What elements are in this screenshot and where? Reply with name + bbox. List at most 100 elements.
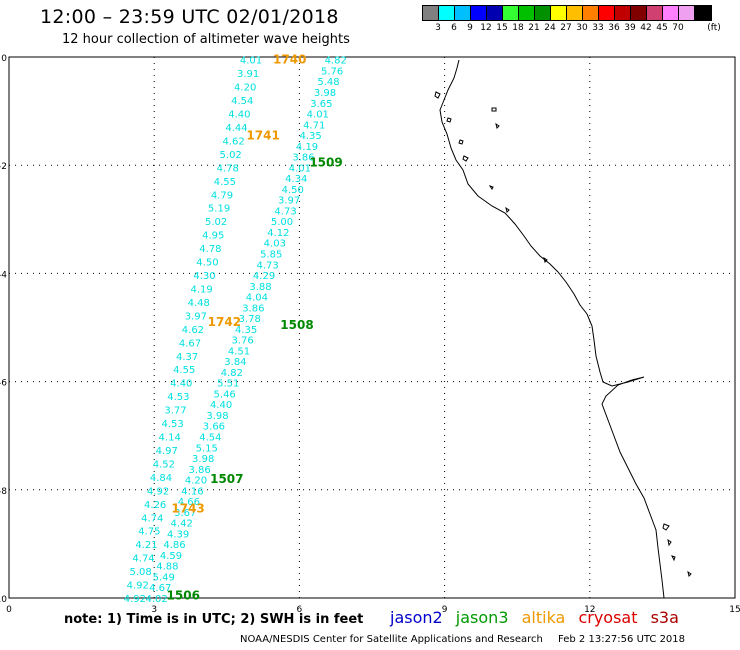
wave-height-label: 4.34	[285, 174, 307, 185]
wave-height-label: 4.12	[267, 228, 289, 239]
color-scale-label: 30	[576, 23, 588, 33]
wave-height-label: 4.02	[145, 594, 167, 605]
island-shape	[543, 256, 548, 263]
wave-height-label: 4.40	[170, 379, 192, 390]
color-scale-bar	[422, 5, 712, 21]
wave-height-label: 4.52	[153, 459, 175, 470]
pass-time-label: 1743	[171, 502, 204, 516]
x-tick-label: 6	[297, 605, 303, 615]
color-scale-label: 12	[480, 23, 492, 33]
island-shape	[662, 523, 670, 531]
x-tick-label: 9	[442, 605, 448, 615]
wave-height-label: 4.04	[246, 293, 268, 304]
wave-height-label: 4.20	[185, 476, 207, 487]
color-scale-label: 9	[467, 23, 473, 33]
wave-height-label: 4.92	[124, 594, 146, 605]
wave-height-label: 3.86	[292, 153, 314, 164]
island-shape	[505, 206, 510, 213]
wave-height-label: 4.95	[202, 231, 224, 242]
satellite-jason2: jason2	[390, 608, 443, 627]
map-grid	[9, 57, 735, 598]
color-scale-swatch	[551, 6, 567, 20]
color-scale-swatch	[663, 6, 679, 20]
x-tick-label: 0	[6, 605, 12, 615]
wave-height-label: 4.21	[135, 540, 157, 551]
color-scale-label: 18	[512, 23, 524, 33]
wave-height-label: 5.15	[196, 443, 218, 454]
wave-height-label: 5.48	[317, 77, 339, 88]
wave-height-label: 4.53	[167, 392, 189, 403]
color-scale-swatch	[423, 6, 439, 20]
wave-height-label: 4.73	[274, 206, 296, 217]
color-scale-label: 24	[544, 23, 556, 33]
wave-height-label: 3.86	[242, 303, 264, 314]
wave-height-label: 3.78	[239, 314, 261, 325]
color-scale-swatch	[695, 6, 711, 20]
wave-height-label: 5.08	[130, 567, 152, 578]
color-scale-label: 39	[624, 23, 636, 33]
wave-height-label: 4.44	[225, 123, 247, 134]
note-text: note: 1) Time is in UTC; 2) SWH is in fe…	[64, 612, 364, 627]
wave-height-label: 4.19	[190, 284, 212, 295]
credit-line: NOAA/NESDIS Center for Satellite Applica…	[240, 634, 685, 645]
wave-height-label: 4.01	[289, 163, 311, 174]
y-tick-label: -8	[0, 487, 7, 497]
coastline	[439, 59, 665, 599]
wave-height-label: 3.91	[237, 69, 259, 80]
wave-height-label: 4.75	[138, 527, 160, 538]
wave-height-label: 5.02	[205, 217, 227, 228]
color-scale-label: 70	[672, 23, 684, 33]
wave-height-label: 3.98	[192, 454, 214, 465]
wave-height-label: 4.73	[257, 260, 279, 271]
wave-height-label: 4.54	[231, 96, 253, 107]
island-shape	[495, 122, 500, 129]
wave-height-label: 4.03	[264, 239, 286, 250]
color-scale-swatch	[439, 6, 455, 20]
island-shape	[434, 91, 441, 99]
island-shape	[687, 570, 692, 577]
color-scale-label: 45	[656, 23, 668, 33]
wave-height-label: 4.42	[171, 519, 193, 530]
wave-height-label: 4.01	[307, 110, 329, 121]
color-scale-swatch	[599, 6, 615, 20]
y-tick-label: -6	[0, 379, 7, 389]
color-scale-unit: (ft)	[707, 23, 721, 33]
wave-height-label: 4.59	[160, 551, 182, 562]
wave-height-label: 5.51	[217, 379, 239, 390]
color-scale-label: 6	[451, 23, 457, 33]
wave-height-label: 4.78	[217, 163, 239, 174]
color-scale-label: 36	[608, 23, 620, 33]
wave-height-label: 3.97	[185, 311, 207, 322]
pass-time-label: 1507	[210, 472, 243, 486]
color-scale-label: 3	[435, 23, 441, 33]
wave-height-label: 4.29	[253, 271, 275, 282]
altimeter-tracks: 4.01 3.91 4.20 4.54 4.40 4.44 4.62 5.02 4.78 4.55…	[124, 56, 347, 605]
x-tick-label: 12	[584, 605, 595, 615]
color-scale-label: 27	[560, 23, 572, 33]
wave-height-label: 3.86	[188, 465, 210, 476]
color-scale-swatch	[487, 6, 503, 20]
wave-height-label: 4.92	[147, 486, 169, 497]
credit-org: NOAA/NESDIS Center for Satellite Applica…	[240, 634, 543, 645]
pass-time-label: 1506	[167, 588, 200, 602]
y-tick-label: 0	[1, 54, 7, 64]
credit-timestamp: Feb 2 13:27:56 UTC 2018	[558, 634, 686, 645]
color-scale-swatch	[567, 6, 583, 20]
map-subtitle: 12 hour collection of altimeter wave hei…	[62, 32, 350, 47]
color-scale-swatch	[631, 6, 647, 20]
wave-height-label: 3.76	[231, 336, 253, 347]
island-shape	[462, 155, 469, 162]
wave-height-label: 3.98	[206, 411, 228, 422]
wave-height-label: 5.00	[271, 217, 293, 228]
island-shape	[671, 555, 676, 562]
wave-height-label: 4.78	[199, 244, 221, 255]
pass-time-labels: 1740 1741 1509 1742 1508 1507 1743 1506	[167, 53, 343, 603]
wave-height-label: 4.35	[299, 131, 321, 142]
island-shape	[491, 107, 497, 112]
pass-time-label: 1509	[309, 155, 342, 169]
wave-height-label: 4.37	[176, 352, 198, 363]
pass-time-label: 1742	[208, 315, 241, 329]
wave-height-label: 4.74	[132, 554, 154, 565]
wave-height-label: 4.88	[156, 562, 178, 573]
satellite-jason3: jason3	[455, 608, 509, 627]
